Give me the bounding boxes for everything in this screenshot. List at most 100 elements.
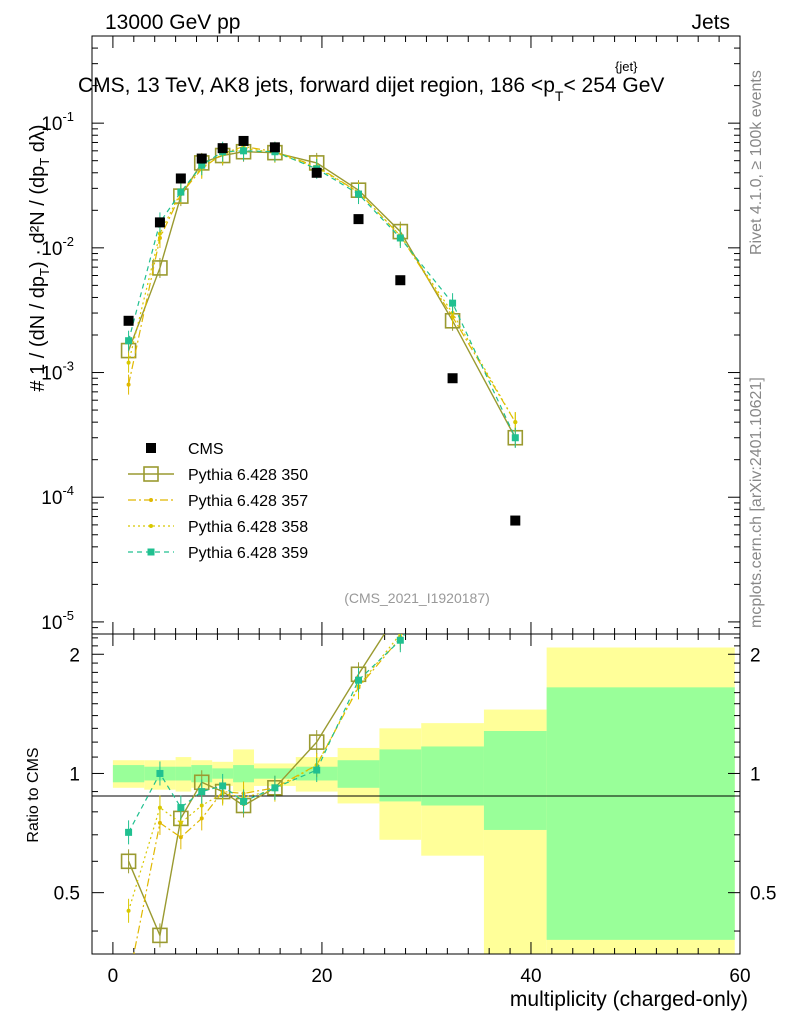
analysis-id: (CMS_2021_I1920187): [344, 590, 490, 606]
y-axis-label-main: # 1 / (dN / dpT) · d²N / (dpT dλ): [27, 124, 52, 391]
series-line-ratio: [133, 634, 405, 954]
series-point-ratio: [156, 769, 164, 777]
series-point-ratio: [313, 766, 321, 774]
chart-title-superscript: {jet}: [615, 59, 638, 74]
legend-label: Pythia 6.428 359: [188, 545, 308, 562]
ratio-band-stat-bin: [112, 765, 145, 783]
cms-data-point: [217, 143, 228, 154]
cms-data-point: [175, 173, 186, 184]
series-point-ratio: [451, 577, 455, 581]
y-tick-label: 10-2: [41, 234, 74, 260]
ratio-band-stat-bin: [337, 760, 380, 788]
legend-label: Pythia 6.428 357: [188, 493, 308, 510]
ratio-band-stat: [112, 687, 735, 940]
cms-data-point: [154, 217, 165, 228]
x-tick-label: 60: [729, 966, 750, 987]
series-point-ratio: [240, 797, 248, 805]
ratio-tick-label-left: 1: [69, 764, 80, 785]
series-point-ratio: [219, 782, 227, 790]
ratio-band-stat-bin: [379, 749, 422, 802]
legend-label: Pythia 6.428 350: [188, 467, 308, 484]
legend-marker: [149, 498, 153, 502]
series-line-ratio: [127, 634, 386, 938]
mcplots-label: mcplots.cern.ch [arXiv:2401.10621]: [748, 377, 765, 628]
cms-data-point: [311, 167, 322, 178]
series-point-ratio: [355, 676, 363, 684]
axis-ticks: 0 20 40 60 10-5 10-4 10-3 10-2 10-1 0.5 0.5 1 1 2 2: [41, 35, 776, 987]
cms-data-point: [269, 142, 280, 153]
rivet-version-label: Rivet 4.1.0, ≥ 100k events: [748, 70, 765, 255]
x-axis-label: multiplicity (charged-only): [510, 988, 748, 1011]
series-line-main: [128, 150, 516, 438]
series-point-ratio: [127, 979, 131, 983]
ratio-band-stat-bin: [421, 746, 484, 806]
ratio-frame: [91, 633, 741, 955]
cms-data-point: [510, 515, 521, 526]
main-panel-series: [120, 135, 646, 645]
series-point-main: [511, 434, 519, 442]
ratio-band-stat-bin: [254, 768, 296, 779]
y-tick-label: 10-5: [41, 608, 74, 634]
series-point-ratio: [199, 803, 204, 808]
legend-label: CMS: [188, 441, 224, 458]
cms-data-point: [238, 135, 249, 146]
y-tick-label: 10-1: [41, 109, 74, 135]
ratio-tick-label-left: 2: [69, 645, 80, 666]
series-point-main: [126, 360, 131, 365]
series-point-ratio: [157, 805, 162, 810]
series-line-main: [127, 151, 516, 439]
ratio-band-stat-bin: [546, 687, 735, 940]
series-line-main: [127, 145, 516, 423]
series-point-main: [125, 337, 133, 345]
series-point-ratio: [120, 853, 137, 870]
series-point-ratio: [126, 908, 131, 913]
y-axis-label-ratio: Ratio to CMS: [25, 747, 42, 842]
ratio-tick-label-left: 0.5: [54, 884, 80, 905]
legend-label: Pythia 6.428 358: [188, 519, 308, 536]
x-tick-label: 40: [520, 966, 541, 987]
cms-data-point: [636, 635, 646, 645]
ratio-band-stat-bin: [212, 768, 234, 779]
ratio-tick-label-right: 0.5: [750, 884, 776, 905]
series-point-ratio: [177, 804, 185, 812]
series-point-ratio: [308, 734, 325, 750]
chart-title: CMS, 13 TeV, AK8 jets, forward dijet reg…: [78, 74, 664, 104]
ratio-band-stat-bin: [483, 731, 547, 830]
cms-data-point: [395, 275, 406, 286]
legend: CMS Pythia 6.428 350 Pythia 6.428 357 Pythi…: [128, 441, 308, 562]
series-point-main: [198, 161, 206, 169]
series-point-main: [449, 299, 457, 307]
legend-marker: [143, 466, 159, 482]
header-left: 13000 GeV pp: [105, 11, 240, 34]
legend-marker: [149, 524, 153, 528]
legend-marker-cms: [146, 443, 156, 453]
ratio-tick-label-right: 2: [750, 645, 761, 666]
y-tick-label: 10-3: [41, 359, 74, 385]
series-point-ratio: [512, 508, 519, 515]
series-point-main: [126, 382, 131, 387]
cms-data-point: [353, 214, 364, 225]
y-label-fraction: # 1 / (dN / dpT) · d²N / (dpT dλ): [27, 124, 52, 391]
legend-marker: [147, 548, 155, 556]
series-point-main: [513, 420, 518, 425]
series-point-main: [355, 190, 363, 198]
series-point-ratio: [125, 828, 133, 836]
ratio-tick-label-right: 1: [750, 764, 761, 785]
series-point-ratio: [152, 927, 168, 944]
series-line-ratio: [128, 634, 406, 833]
y-tick-label: 10-4: [41, 483, 74, 509]
series-point-ratio: [198, 788, 206, 796]
series-point-main: [177, 188, 185, 196]
ratio-band-stat-bin: [233, 765, 254, 783]
series-point-ratio: [446, 566, 460, 580]
series-point-ratio: [451, 583, 455, 587]
ratio-panel-series: [120, 508, 519, 983]
ratio-band-stat-bin: [175, 766, 192, 781]
series-point-ratio: [449, 565, 456, 572]
cms-data-point: [447, 373, 458, 384]
series-point-ratio: [396, 636, 404, 644]
series-point-main: [240, 147, 248, 155]
series-point-main: [396, 234, 404, 242]
cms-data-point: [123, 315, 134, 326]
